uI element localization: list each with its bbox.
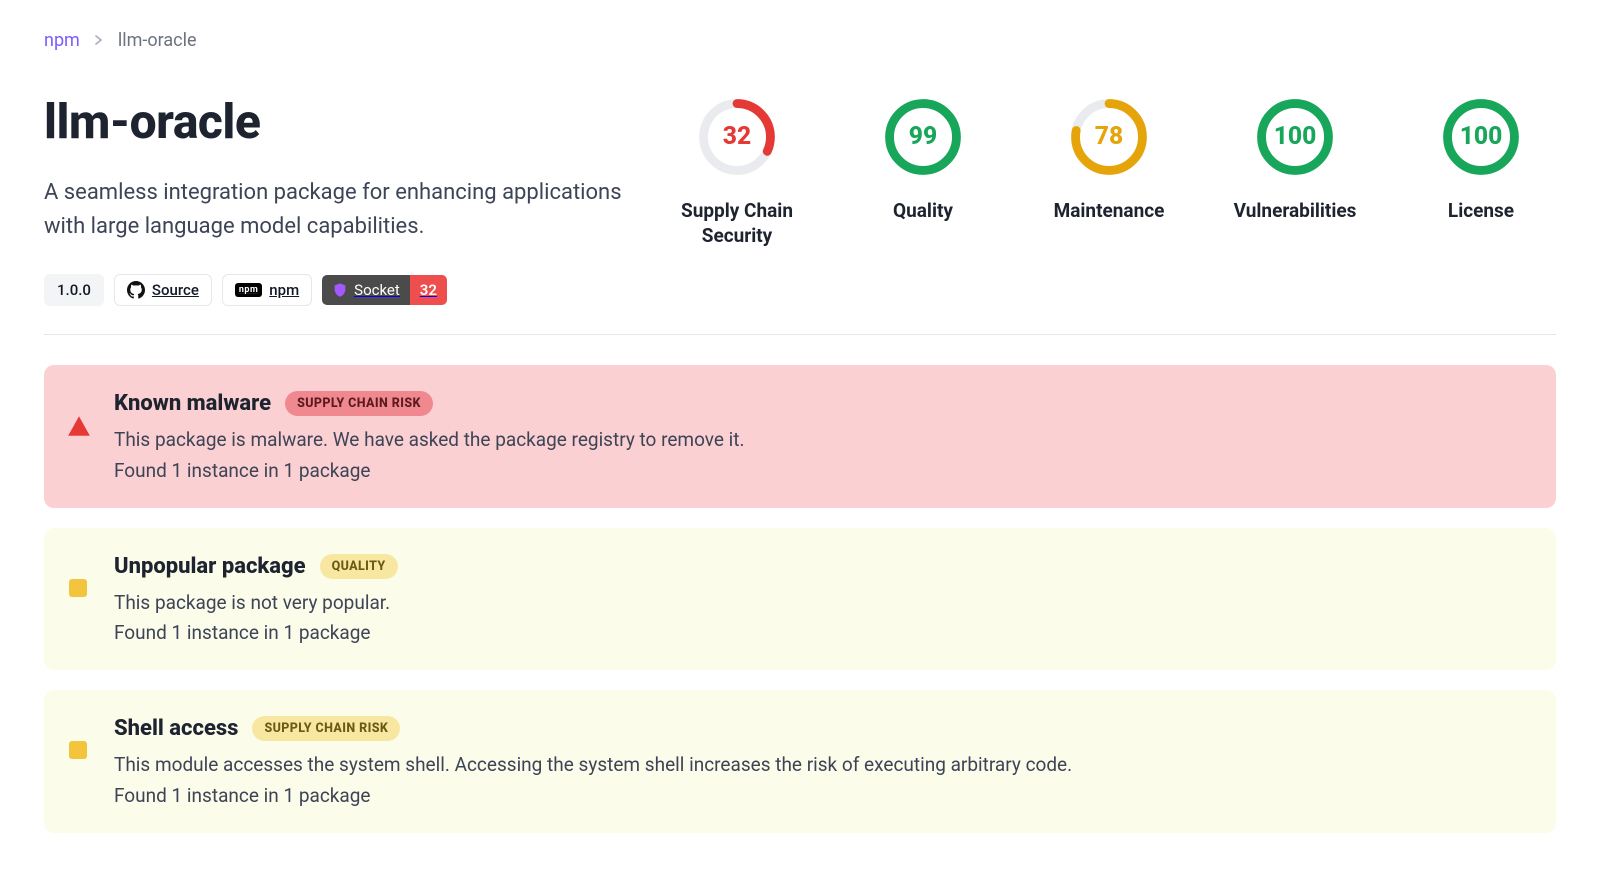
alert-card[interactable]: Known malware SUPPLY CHAIN RISK This pac…	[44, 365, 1556, 508]
socket-badge[interactable]: Socket 32	[322, 275, 447, 305]
socket-label: Socket	[354, 281, 400, 299]
score-ring: 100	[1251, 93, 1339, 185]
score-label: Vulnerabilities	[1234, 199, 1357, 224]
score-label: Quality	[893, 199, 953, 224]
npm-badge[interactable]: npm npm	[222, 274, 312, 306]
score-ring: 78	[1065, 93, 1153, 185]
breadcrumb-root-link[interactable]: npm	[44, 30, 80, 51]
alert-title: Unpopular package	[114, 554, 306, 579]
score-label: License	[1448, 199, 1514, 224]
page-title: llm-oracle	[44, 93, 622, 150]
alert-found-count: Found 1 instance in 1 package	[114, 784, 1528, 807]
score-label: Supply Chain Security	[662, 199, 812, 248]
alert-category-pill: SUPPLY CHAIN RISK	[285, 391, 433, 416]
square-alert-icon	[66, 738, 90, 762]
npm-label: npm	[269, 281, 299, 299]
score-gauge: 100 License	[1406, 93, 1556, 224]
alert-category-pill: QUALITY	[320, 554, 398, 579]
alert-title: Known malware	[114, 391, 271, 416]
package-summary: llm-oracle A seamless integration packag…	[44, 93, 622, 306]
alert-description: This package is malware. We have asked t…	[114, 426, 1528, 455]
breadcrumb-current: llm-oracle	[118, 30, 197, 51]
alert-description: This module accesses the system shell. A…	[114, 751, 1528, 780]
score-gauge: 78 Maintenance	[1034, 93, 1184, 224]
score-gauge: 100 Vulnerabilities	[1220, 93, 1370, 224]
package-description: A seamless integration package for enhan…	[44, 176, 622, 244]
svg-text:99: 99	[909, 122, 937, 151]
svg-text:78: 78	[1095, 122, 1123, 151]
svg-text:32: 32	[723, 122, 751, 151]
score-gauge: 32 Supply Chain Security	[662, 93, 812, 248]
score-ring: 100	[1437, 93, 1525, 185]
breadcrumb: npm llm-oracle	[44, 30, 1556, 51]
alerts-list: Known malware SUPPLY CHAIN RISK This pac…	[44, 365, 1556, 833]
alert-card[interactable]: Unpopular package QUALITY This package i…	[44, 528, 1556, 671]
alert-description: This package is not very popular.	[114, 589, 1528, 618]
source-badge[interactable]: Source	[114, 274, 212, 306]
score-label: Maintenance	[1054, 199, 1165, 224]
github-icon	[127, 281, 145, 299]
square-alert-icon	[66, 576, 90, 600]
divider	[44, 334, 1556, 335]
score-gauge: 99 Quality	[848, 93, 998, 224]
badges-row: 1.0.0 Source npm npm Socket 32	[44, 274, 622, 306]
chevron-right-icon	[94, 33, 104, 49]
npm-icon: npm	[235, 283, 262, 297]
source-label: Source	[152, 281, 199, 299]
score-ring: 32	[693, 93, 781, 185]
alert-found-count: Found 1 instance in 1 package	[114, 459, 1528, 482]
score-ring: 99	[879, 93, 967, 185]
alert-category-pill: SUPPLY CHAIN RISK	[252, 716, 400, 741]
shield-icon	[332, 282, 348, 298]
triangle-alert-icon	[66, 413, 92, 439]
svg-text:100: 100	[1460, 122, 1503, 151]
header-row: llm-oracle A seamless integration packag…	[44, 93, 1556, 306]
version-badge[interactable]: 1.0.0	[44, 274, 104, 306]
svg-text:100: 100	[1274, 122, 1317, 151]
alert-title: Shell access	[114, 716, 238, 741]
alert-found-count: Found 1 instance in 1 package	[114, 621, 1528, 644]
scores-row: 32 Supply Chain Security 99 Quality 78 M…	[662, 93, 1556, 248]
alert-card[interactable]: Shell access SUPPLY CHAIN RISK This modu…	[44, 690, 1556, 833]
socket-score-badge: 32	[410, 275, 447, 305]
